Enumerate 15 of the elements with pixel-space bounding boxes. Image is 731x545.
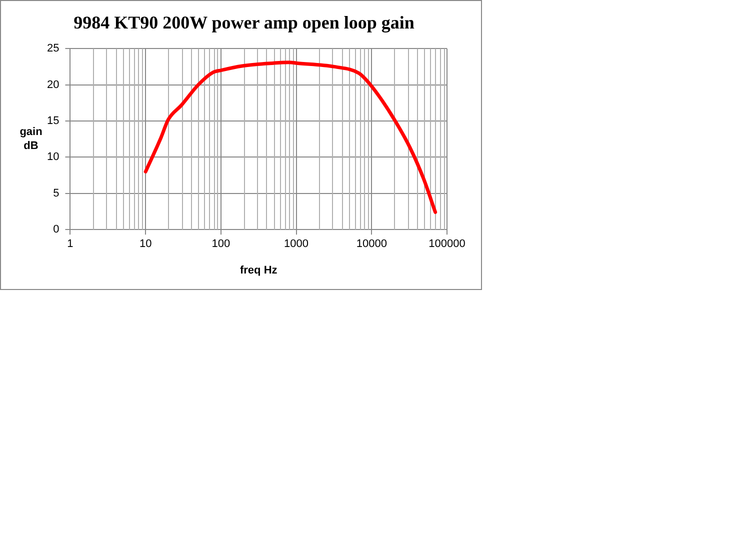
- y-tick-label: 25: [46, 42, 60, 55]
- y-axis-title: gain dB: [20, 126, 43, 152]
- y-tick-label: 15: [46, 115, 60, 128]
- x-tick-label: 100000: [428, 238, 466, 250]
- y-tick-label: 10: [46, 151, 60, 164]
- y-tick-label: 20: [46, 78, 60, 91]
- x-tick-label: 10000: [356, 238, 387, 250]
- x-tick-label: 100: [212, 238, 230, 250]
- x-tick-label: 1: [67, 238, 74, 250]
- x-axis-title: freq Hz: [240, 264, 278, 276]
- chart-title: 9984 KT90 200W power amp open loop gain: [74, 12, 414, 32]
- y-tick-label: 5: [53, 187, 60, 200]
- x-tick-label: 1000: [284, 238, 309, 250]
- y-tick-label: 0: [53, 224, 60, 236]
- x-tick-label: 10: [139, 238, 152, 250]
